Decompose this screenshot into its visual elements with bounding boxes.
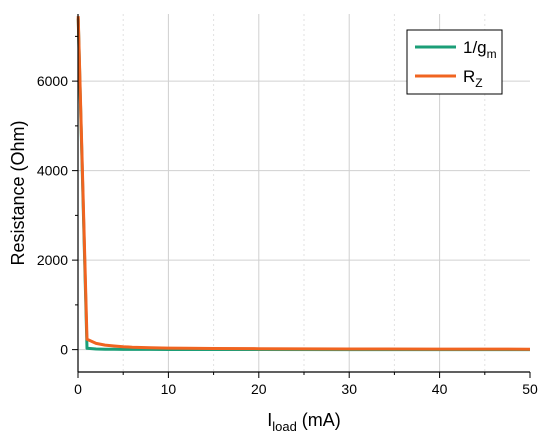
series-line-rz xyxy=(76,16,531,351)
y-tick-label: 2000 xyxy=(37,252,68,268)
legend-box xyxy=(406,29,503,95)
x-axis-label-subscript: load xyxy=(272,419,297,434)
y-tick-label: 0 xyxy=(60,342,68,358)
legend-label-1-over-gm: 1/gm xyxy=(463,38,497,61)
y-tick-label: 6000 xyxy=(37,73,68,89)
legend-label-rz: RZ xyxy=(463,67,483,90)
x-tick-label: 30 xyxy=(341,381,357,397)
legend-label-1-over-gm-subscript: m xyxy=(487,47,497,61)
x-axis-label-unit: (mA) xyxy=(297,410,341,430)
x-tick-label: 0 xyxy=(74,381,82,397)
x-axis-label: Iload (mA) xyxy=(267,410,341,434)
legend-label-rz-subscript: Z xyxy=(475,76,482,90)
axes: 0 10 20 30 40 50 0 2000 4000 6000 xyxy=(37,14,538,397)
x-axis-label-main: I xyxy=(267,410,272,430)
y-tick-label: 4000 xyxy=(37,163,68,179)
legend-label-1-over-gm-main: 1/g xyxy=(463,38,487,57)
x-tick-label: 10 xyxy=(161,381,177,397)
legend: 1/gm RZ xyxy=(406,29,503,95)
x-tick-label: 40 xyxy=(432,381,448,397)
x-tick-label: 20 xyxy=(251,381,267,397)
x-tick-label: 50 xyxy=(522,381,538,397)
legend-label-rz-main: R xyxy=(463,67,475,86)
plot-area xyxy=(76,14,531,372)
y-axis-label: Resistance (Ohm) xyxy=(8,120,28,265)
